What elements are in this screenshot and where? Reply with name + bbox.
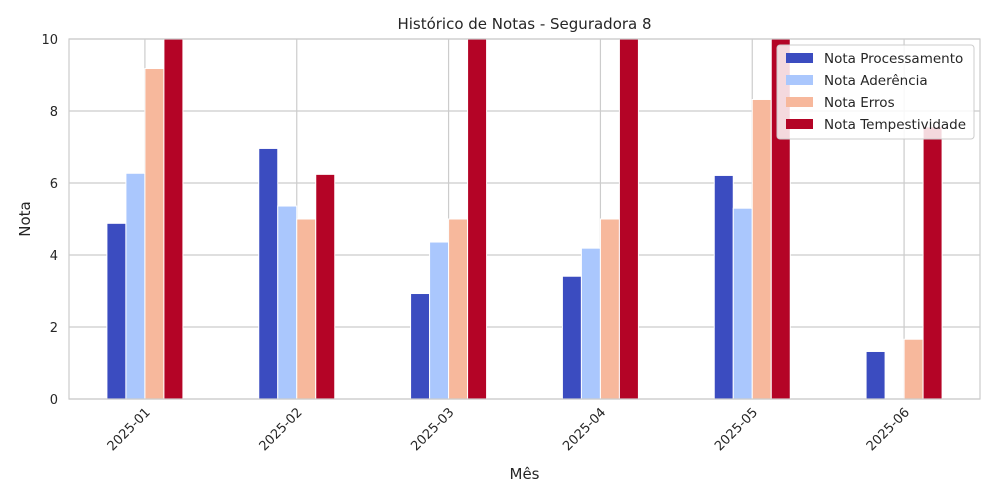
y-tick-label: 0: [50, 393, 58, 408]
y-tick-label: 4: [50, 249, 58, 264]
y-axis-title: Nota: [16, 201, 34, 236]
bar: [144, 68, 165, 400]
bar: [410, 293, 431, 400]
bar: [922, 126, 943, 400]
y-tick-label: 2: [50, 321, 58, 336]
y-tick-labels: 0 2 4 6 8 10: [41, 33, 58, 408]
bar: [429, 241, 450, 400]
bar: [580, 247, 601, 400]
chart-title: Histórico de Notas - Seguradora 8: [397, 15, 651, 33]
bar: [903, 338, 924, 400]
x-tick-label: 2025-01: [105, 405, 154, 454]
bar: [865, 350, 886, 400]
y-tick-label: 10: [41, 33, 58, 48]
bar: [315, 173, 336, 400]
bar: [599, 218, 620, 400]
bar: [106, 222, 127, 400]
legend-swatch: [786, 75, 813, 85]
legend-label: Nota Tempestividade: [824, 117, 966, 133]
x-tick-labels: 2025-01 2025-02 2025-03 2025-04 2025-05 2025-…: [105, 405, 913, 454]
legend-label: Nota Aderência: [824, 73, 928, 89]
bar: [277, 205, 298, 400]
x-tick-label: 2025-02: [257, 405, 306, 454]
bar: [258, 147, 279, 400]
legend-swatch: [786, 53, 813, 63]
bar: [163, 38, 184, 400]
x-axis-title: Mês: [510, 465, 540, 483]
plot-frame: [68, 38, 981, 400]
bar: [467, 38, 488, 400]
x-tick-label: 2025-04: [560, 405, 609, 454]
legend-box: [776, 44, 975, 140]
x-tick-label: 2025-06: [864, 405, 913, 454]
legend: Nota Processamento Nota Aderência Nota Err…: [776, 44, 975, 140]
x-tick-label: 2025-05: [712, 405, 761, 454]
y-tick-label: 8: [50, 105, 58, 120]
bar: [751, 98, 772, 400]
legend-label: Nota Processamento: [824, 51, 963, 67]
y-tick-label: 6: [50, 177, 58, 192]
bar: [296, 218, 317, 400]
x-tick-label: 2025-03: [408, 405, 457, 454]
bar: [125, 172, 146, 400]
legend-swatch: [786, 97, 813, 107]
bar: [618, 38, 639, 400]
bar: [448, 218, 469, 400]
legend-swatch: [786, 119, 813, 129]
legend-label: Nota Erros: [824, 95, 895, 111]
bar: [561, 275, 582, 400]
bar: [713, 174, 734, 400]
bar: [732, 207, 753, 400]
